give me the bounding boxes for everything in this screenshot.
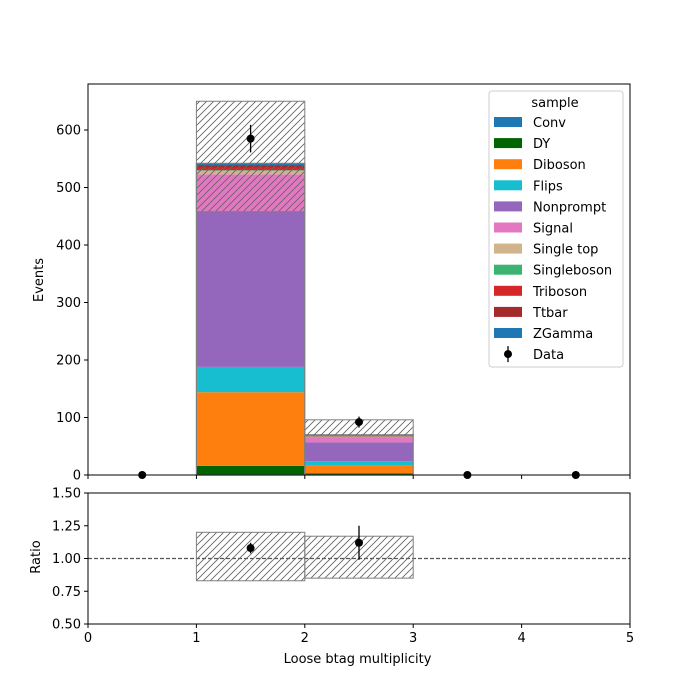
legend-label-zgamma: ZGamma — [533, 327, 593, 342]
ratio-xlabel: Loose btag multiplicity — [284, 652, 432, 667]
legend-label-signal: Signal — [533, 222, 573, 237]
main-ytick-label: 400 — [56, 239, 81, 254]
ratio-panel: 0.50 0.75 1.00 1.25 1.50 0 1 2 3 4 5 — [52, 487, 634, 647]
legend-frame — [488, 90, 624, 368]
ratio-uncertainty-band — [195, 531, 306, 582]
ratio-xtick-label: 3 — [409, 631, 417, 646]
bar-nonprompt — [196, 211, 305, 367]
legend-label-ttbar: Ttbar — [532, 306, 568, 321]
ratio-ytick-label: 0.75 — [52, 585, 81, 600]
bar-dy — [304, 473, 414, 475]
legend-swatch-zgamma — [494, 328, 522, 338]
legend-swatch-single-top — [494, 243, 522, 254]
ratio-ytick-label: 1.00 — [52, 552, 81, 567]
main-axes-frame — [87, 83, 631, 476]
ratio-xtick-label: 0 — [84, 631, 92, 646]
main-ylabel: Events — [32, 258, 47, 302]
ratio-ytick-label: 0.50 — [52, 618, 81, 633]
data-point — [246, 134, 255, 143]
main-ytick-label: 200 — [56, 354, 81, 369]
bar-flips — [304, 461, 414, 466]
ratio-xtick-label: 1 — [192, 631, 200, 646]
bar-diboson — [196, 392, 305, 466]
ratio-xtick-label: 4 — [517, 631, 525, 646]
main-ytick-label: 100 — [56, 411, 81, 426]
bar-single-top — [304, 436, 414, 438]
bar-flips — [196, 366, 305, 393]
legend: Conv DY Diboson Flips Nonprompt Signal Single … — [488, 90, 624, 368]
legend-data-marker — [504, 350, 512, 359]
ratio-point — [246, 544, 255, 553]
legend-swatch-ttbar — [494, 306, 522, 317]
legend-swatch-conv — [494, 117, 522, 127]
main-panel: 0 100 200 300 400 500 600 — [56, 83, 631, 484]
ratio-ylabel: Ratio — [29, 540, 44, 573]
ratio-ytick-label: 1.50 — [52, 487, 81, 502]
legend-swatch-diboson — [494, 159, 522, 170]
main-ytick-label: 0 — [73, 469, 81, 484]
uncertainty-band — [195, 100, 306, 213]
legend-label-single-top: Single top — [533, 243, 598, 258]
legend-label-conv: Conv — [533, 116, 566, 131]
legend-swatch-dy — [494, 138, 522, 149]
legend-label-triboson: Triboson — [532, 285, 587, 300]
legend-title: sample — [531, 96, 578, 111]
legend-label-diboson: Diboson — [533, 158, 586, 173]
bar-signal — [304, 437, 414, 443]
legend-label-dy: DY — [533, 137, 550, 152]
bar-dy — [196, 465, 305, 475]
main-ytick-label: 600 — [56, 124, 81, 139]
main-ytick-label: 500 — [56, 181, 81, 196]
legend-swatch-nonprompt — [494, 201, 522, 212]
legend-swatch-flips — [494, 180, 522, 191]
bar-nonprompt — [304, 442, 414, 462]
legend-label-nonprompt: Nonprompt — [533, 200, 606, 215]
legend-swatch-singleboson — [494, 264, 522, 275]
ratio-xtick-label: 5 — [626, 631, 634, 646]
legend-swatch-signal — [494, 222, 522, 233]
bar-diboson — [304, 465, 414, 474]
legend-label-flips: Flips — [533, 179, 563, 194]
ratio-point — [355, 538, 363, 547]
legend-label-singleboson: Singleboson — [533, 264, 612, 279]
legend-label-data: Data — [533, 348, 564, 363]
data-point — [355, 418, 363, 427]
legend-swatch-triboson — [494, 285, 522, 296]
ratio-ytick-label: 1.25 — [52, 519, 81, 534]
ratio-xtick-label: 2 — [301, 631, 309, 646]
main-ytick-label: 300 — [56, 296, 81, 311]
